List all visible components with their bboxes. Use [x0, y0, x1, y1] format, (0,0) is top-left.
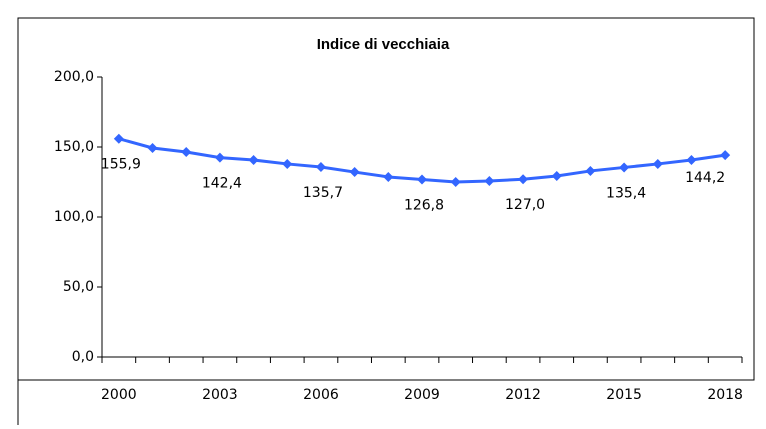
x-tick-label: 2018	[707, 387, 743, 403]
x-tick-label: 2012	[505, 387, 541, 403]
y-tick-label: 150,0	[54, 139, 94, 155]
marker	[147, 142, 158, 153]
y-tick-label: 50,0	[63, 279, 94, 295]
y-tick-label: 0,0	[72, 349, 94, 365]
marker	[518, 174, 529, 185]
marker	[585, 165, 596, 176]
marker	[383, 171, 394, 182]
data-label: 126,8	[404, 197, 444, 213]
marker	[181, 147, 192, 158]
data-label: 155,9	[101, 157, 141, 173]
marker	[551, 170, 562, 181]
marker	[450, 177, 461, 187]
data-label: 127,0	[505, 197, 545, 213]
x-tick-label: 2003	[202, 387, 238, 403]
y-tick-label: 100,0	[54, 209, 94, 225]
marker	[484, 176, 495, 187]
x-tick-label: 2000	[101, 387, 137, 403]
marker	[686, 155, 697, 166]
chart-frame	[17, 17, 755, 381]
marker	[720, 150, 731, 161]
data-label: 135,7	[303, 185, 343, 201]
x-tick-label: 2015	[606, 387, 642, 403]
data-label: 142,4	[202, 176, 242, 192]
x-tick-label: 2009	[404, 387, 440, 403]
marker	[349, 167, 360, 178]
marker	[619, 162, 630, 173]
data-label: 144,2	[685, 170, 725, 186]
data-label: 135,4	[606, 185, 646, 201]
marker	[214, 152, 225, 163]
marker	[282, 158, 293, 169]
y-tick-label: 200,0	[54, 69, 94, 85]
marker	[417, 174, 427, 185]
marker	[315, 162, 326, 173]
x-tick-label: 2006	[303, 387, 339, 403]
marker	[652, 158, 663, 169]
marker	[248, 155, 259, 166]
chart-title: Indice di vecchiaia	[317, 36, 450, 53]
marker	[113, 133, 124, 144]
